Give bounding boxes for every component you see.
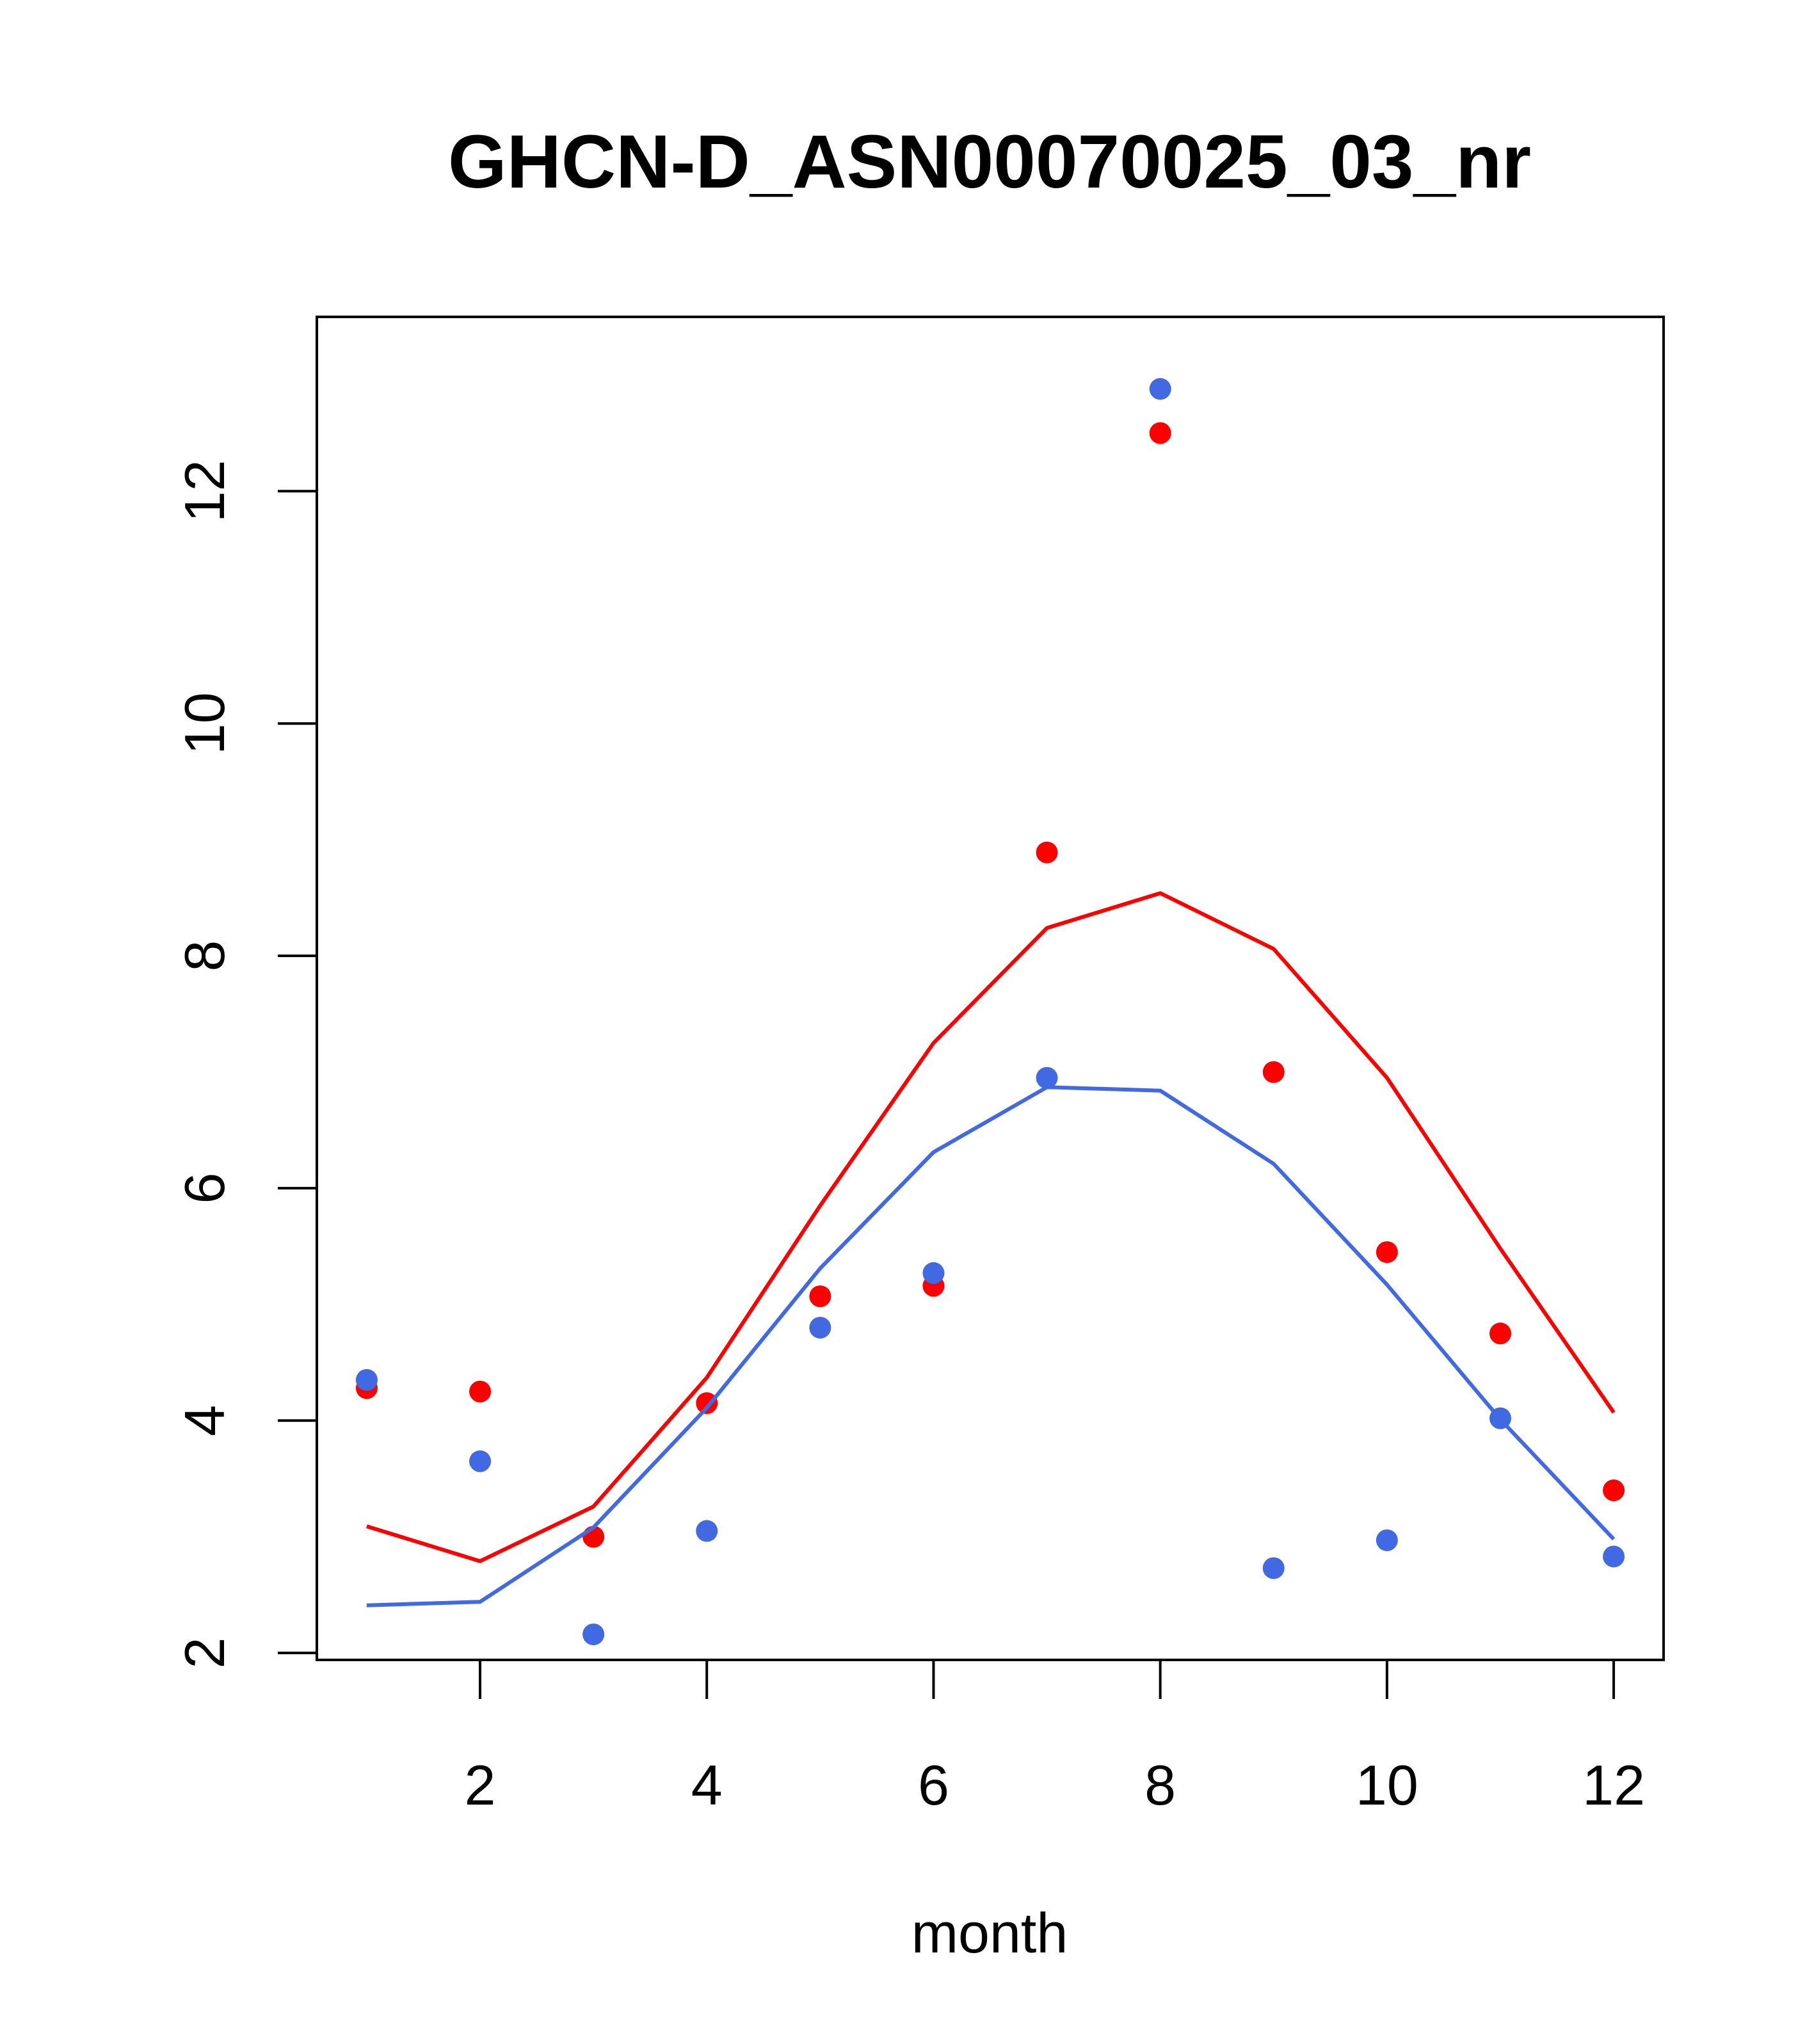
data-point xyxy=(1603,1479,1625,1502)
series-line-2 xyxy=(366,1085,1616,1607)
y-tick-label: 4 xyxy=(173,1405,236,1436)
data-point xyxy=(696,1520,718,1542)
data-point xyxy=(582,1623,605,1646)
data-point xyxy=(1149,378,1171,400)
data-point xyxy=(809,1285,831,1307)
x-axis-title: month xyxy=(911,1901,1068,1965)
data-point xyxy=(922,1262,945,1284)
data-point xyxy=(696,1392,718,1414)
y-tick-label: 6 xyxy=(173,1173,236,1204)
data-point xyxy=(1262,1557,1285,1579)
data-point xyxy=(1262,1061,1285,1083)
x-axis: 2 4 6 8 10 12 xyxy=(465,1659,1645,1817)
y-tick-label: 8 xyxy=(173,940,236,972)
data-point xyxy=(1036,1066,1058,1089)
x-tick-label: 8 xyxy=(1144,1753,1176,1817)
data-point xyxy=(1376,1241,1398,1263)
y-tick-label: 2 xyxy=(173,1638,236,1669)
x-tick-label: 10 xyxy=(1356,1753,1418,1817)
x-tick-label: 12 xyxy=(1582,1753,1645,1817)
x-tick-label: 6 xyxy=(918,1753,949,1817)
data-point xyxy=(1489,1323,1511,1345)
series-layer xyxy=(355,378,1625,1646)
data-point xyxy=(469,1450,492,1472)
y-tick-label: 12 xyxy=(173,460,236,522)
data-point xyxy=(1376,1529,1398,1552)
x-tick-label: 4 xyxy=(691,1753,723,1817)
data-point xyxy=(469,1380,492,1403)
chart-title: GHCN-D_ASN00070025_03_nr xyxy=(448,120,1531,204)
data-point xyxy=(355,1369,378,1391)
x-tick-label: 2 xyxy=(465,1753,496,1817)
data-point xyxy=(809,1316,831,1339)
series-line-1 xyxy=(366,891,1616,1563)
y-axis: 2 4 6 8 10 12 xyxy=(173,460,318,1669)
data-point xyxy=(1603,1545,1625,1568)
data-point xyxy=(1036,841,1058,864)
data-point xyxy=(1149,422,1171,444)
y-tick-label: 10 xyxy=(173,692,236,755)
